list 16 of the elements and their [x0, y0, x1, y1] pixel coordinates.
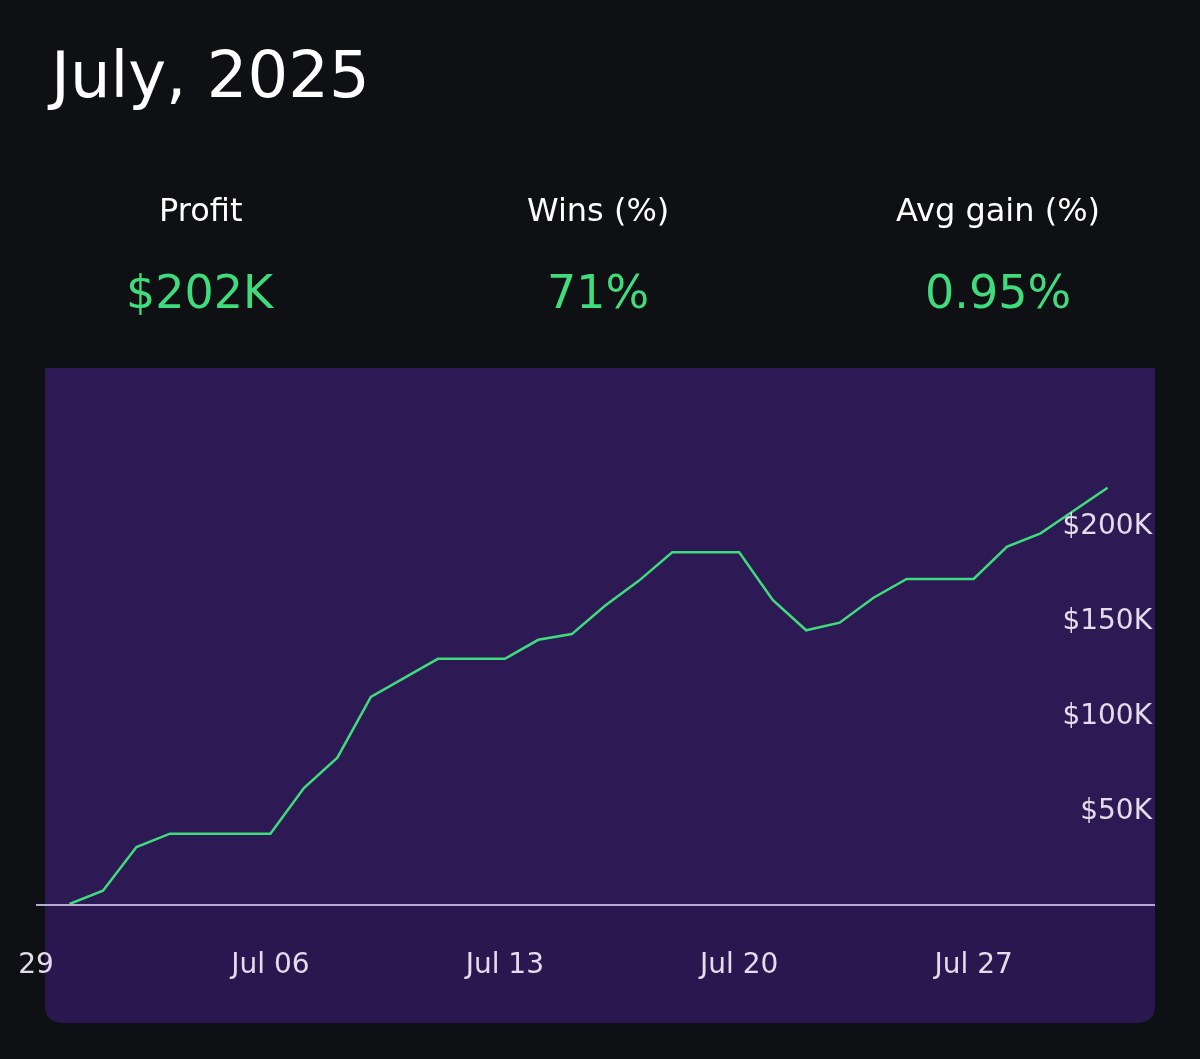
text: 0.95% [925, 265, 1072, 319]
x-tick-label: Jul 06 [229, 947, 310, 981]
text: $202K [126, 265, 276, 319]
text: 71% [547, 265, 650, 319]
text: Avg gain (%) [896, 191, 1101, 229]
y-tick-label: $200K [1062, 507, 1153, 541]
x-tick-label: Jul 27 [932, 947, 1013, 981]
y-tick-label: $150K [1062, 602, 1153, 636]
y-tick-label: $50K [1080, 792, 1153, 826]
x-tick-label: Jul 20 [698, 947, 779, 981]
text: Wins (%) [527, 191, 670, 229]
chart-title: July, 2025 [47, 38, 370, 112]
x-tick-label: 29 [18, 947, 54, 981]
x-tick-label: Jul 13 [463, 947, 544, 981]
text: Profit [159, 191, 243, 229]
y-tick-label: $100K [1062, 697, 1153, 731]
